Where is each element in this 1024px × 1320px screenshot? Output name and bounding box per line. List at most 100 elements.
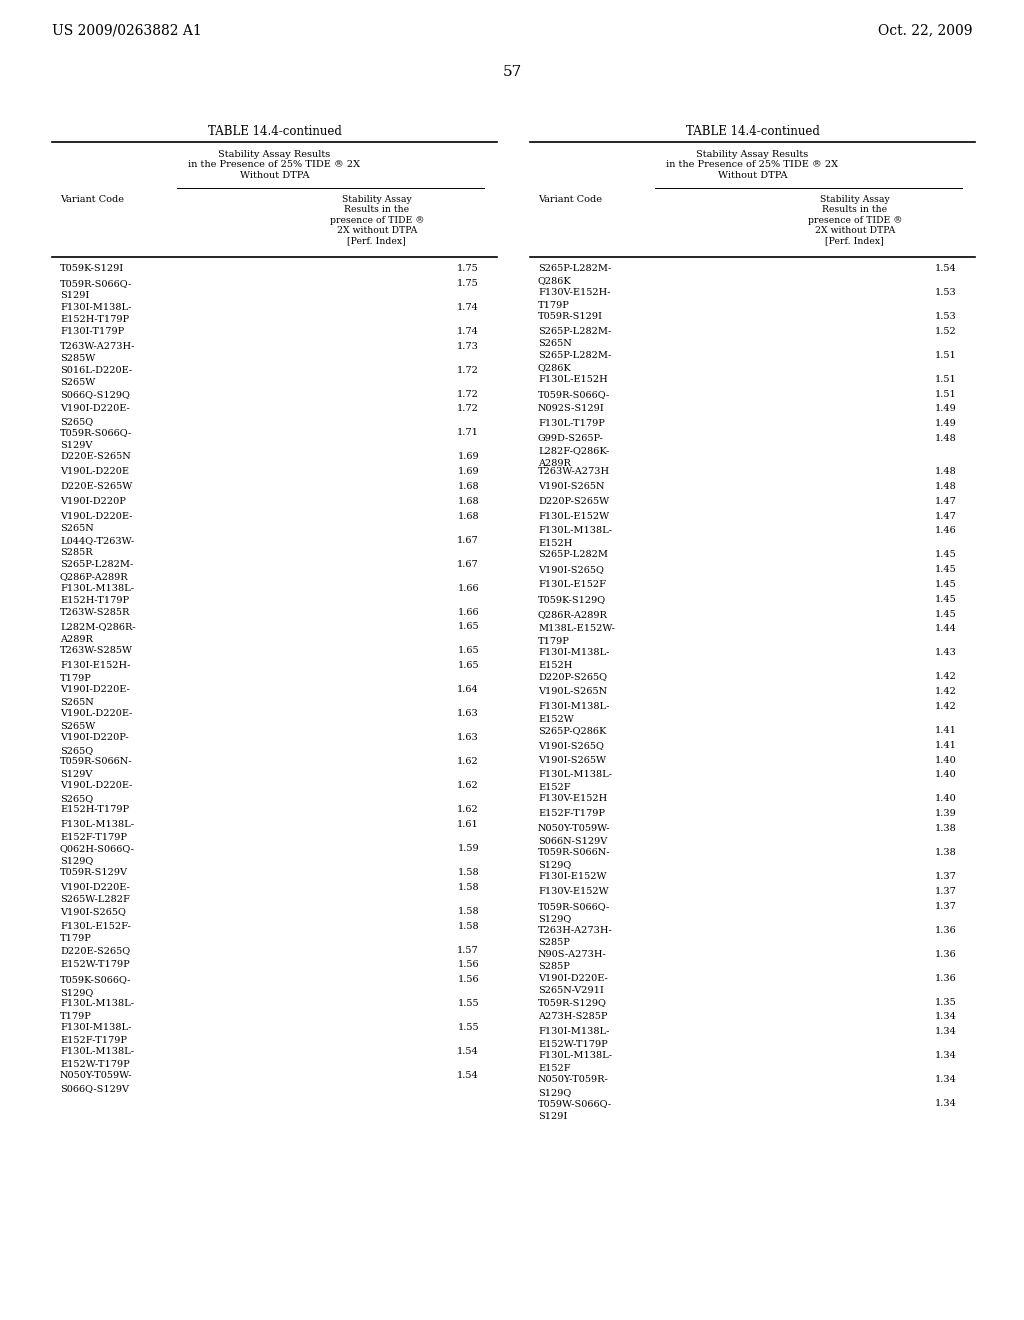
Text: 1.65: 1.65 — [458, 661, 479, 671]
Text: 1.46: 1.46 — [935, 527, 957, 536]
Text: T059K-S066Q-: T059K-S066Q- — [60, 975, 131, 985]
Text: T059R-S066Q-: T059R-S066Q- — [538, 389, 610, 399]
Text: V190I-D220E-: V190I-D220E- — [538, 974, 608, 982]
Text: T179P: T179P — [538, 638, 570, 645]
Text: 1.34: 1.34 — [935, 1076, 957, 1084]
Text: 1.44: 1.44 — [935, 624, 957, 634]
Text: E152F-T179P: E152F-T179P — [538, 809, 605, 818]
Text: F130L-M138L-: F130L-M138L- — [538, 771, 612, 779]
Text: T179P: T179P — [538, 301, 570, 310]
Text: 1.66: 1.66 — [458, 583, 479, 593]
Text: T263H-A273H-: T263H-A273H- — [538, 925, 612, 935]
Text: S129I: S129I — [538, 1111, 567, 1121]
Text: S285P: S285P — [538, 962, 570, 972]
Text: 1.53: 1.53 — [935, 288, 957, 297]
Text: L282M-Q286R-: L282M-Q286R- — [60, 623, 135, 631]
Text: V190I-D220E-: V190I-D220E- — [60, 685, 130, 694]
Text: F130L-M138L-: F130L-M138L- — [538, 527, 612, 536]
Text: 1.54: 1.54 — [935, 264, 957, 273]
Text: 1.41: 1.41 — [935, 726, 957, 735]
Text: E152H: E152H — [538, 539, 572, 548]
Text: S129Q: S129Q — [60, 987, 93, 997]
Text: 1.68: 1.68 — [458, 482, 479, 491]
Text: E152W-T179P: E152W-T179P — [60, 1060, 130, 1069]
Text: S285R: S285R — [60, 548, 92, 557]
Text: T179P: T179P — [60, 1012, 92, 1020]
Text: T179P: T179P — [60, 935, 92, 944]
Text: V190I-S265Q: V190I-S265Q — [538, 741, 604, 750]
Text: Variant Code: Variant Code — [60, 195, 124, 205]
Text: 1.42: 1.42 — [935, 672, 957, 681]
Text: A289R: A289R — [60, 635, 93, 644]
Text: F130V-E152W: F130V-E152W — [538, 887, 608, 896]
Text: 1.75: 1.75 — [458, 264, 479, 273]
Text: S265W-L282F: S265W-L282F — [60, 895, 130, 904]
Text: S066Q-S129V: S066Q-S129V — [60, 1084, 129, 1093]
Text: F130L-M138L-: F130L-M138L- — [60, 1047, 134, 1056]
Text: F130I-M138L-: F130I-M138L- — [538, 648, 609, 657]
Text: 1.54: 1.54 — [458, 1072, 479, 1080]
Text: S265P-L282M-: S265P-L282M- — [538, 327, 611, 335]
Text: 1.38: 1.38 — [935, 847, 957, 857]
Text: 1.55: 1.55 — [458, 999, 479, 1008]
Text: 1.73: 1.73 — [457, 342, 479, 351]
Text: 57: 57 — [503, 65, 521, 79]
Text: 1.40: 1.40 — [935, 755, 957, 764]
Text: V190L-S265N: V190L-S265N — [538, 688, 607, 696]
Text: 1.45: 1.45 — [935, 595, 957, 603]
Text: F130I-T179P: F130I-T179P — [60, 327, 124, 335]
Text: A273H-S285P: A273H-S285P — [538, 1012, 607, 1022]
Text: 1.55: 1.55 — [458, 1023, 479, 1032]
Text: T059R-S066Q-: T059R-S066Q- — [538, 902, 610, 911]
Text: Stability Assay Results
in the Presence of 25% TIDE ® 2X
Without DTPA: Stability Assay Results in the Presence … — [667, 150, 839, 180]
Text: F130L-M138L-: F130L-M138L- — [60, 999, 134, 1008]
Text: S129Q: S129Q — [538, 915, 571, 923]
Text: 1.68: 1.68 — [458, 496, 479, 506]
Text: 1.61: 1.61 — [458, 820, 479, 829]
Text: F130V-E152H: F130V-E152H — [538, 795, 607, 804]
Text: F130L-M138L-: F130L-M138L- — [60, 820, 134, 829]
Text: V190I-S265N: V190I-S265N — [538, 482, 604, 491]
Text: S129Q: S129Q — [60, 857, 93, 866]
Text: TABLE 14.4-continued: TABLE 14.4-continued — [685, 125, 819, 139]
Text: V190L-D220E: V190L-D220E — [60, 467, 129, 477]
Text: S265P-L282M-: S265P-L282M- — [538, 264, 611, 273]
Text: S265N-V291I: S265N-V291I — [538, 986, 604, 995]
Text: 1.42: 1.42 — [935, 702, 957, 711]
Text: N050Y-T059W-: N050Y-T059W- — [538, 824, 610, 833]
Text: 1.57: 1.57 — [458, 945, 479, 954]
Text: S129Q: S129Q — [538, 1088, 571, 1097]
Text: V190L-D220E-: V190L-D220E- — [60, 709, 132, 718]
Text: 1.64: 1.64 — [458, 685, 479, 694]
Text: S129V: S129V — [60, 770, 92, 779]
Text: 1.48: 1.48 — [935, 482, 957, 491]
Text: E152W-T179P: E152W-T179P — [60, 961, 130, 969]
Text: 1.74: 1.74 — [457, 327, 479, 335]
Text: 1.54: 1.54 — [458, 1047, 479, 1056]
Text: 1.65: 1.65 — [458, 623, 479, 631]
Text: D220E-S265N: D220E-S265N — [60, 453, 131, 462]
Text: F130I-M138L-: F130I-M138L- — [60, 1023, 131, 1032]
Text: D220E-S265W: D220E-S265W — [60, 482, 132, 491]
Text: 1.69: 1.69 — [458, 453, 479, 462]
Text: E152H-T179P: E152H-T179P — [60, 805, 129, 814]
Text: F130L-M138L-: F130L-M138L- — [538, 1051, 612, 1060]
Text: 1.52: 1.52 — [935, 327, 957, 335]
Text: F130L-M138L-: F130L-M138L- — [60, 583, 134, 593]
Text: Variant Code: Variant Code — [538, 195, 602, 205]
Text: S066Q-S129Q: S066Q-S129Q — [60, 389, 130, 399]
Text: V190I-D220E-: V190I-D220E- — [60, 883, 130, 892]
Text: S016L-D220E-: S016L-D220E- — [60, 366, 132, 375]
Text: Stability Assay Results
in the Presence of 25% TIDE ® 2X
Without DTPA: Stability Assay Results in the Presence … — [188, 150, 360, 180]
Text: T059R-S129V: T059R-S129V — [60, 869, 128, 876]
Text: F130V-E152H-: F130V-E152H- — [538, 288, 610, 297]
Text: E152W-T179P: E152W-T179P — [538, 1040, 608, 1049]
Text: M138L-E152W-: M138L-E152W- — [538, 624, 614, 634]
Text: 1.72: 1.72 — [457, 366, 479, 375]
Text: V190I-S265W: V190I-S265W — [538, 755, 606, 764]
Text: S265W: S265W — [60, 722, 95, 731]
Text: Stability Assay
Results in the
presence of TIDE ®
2X without DTPA
[Perf. Index]: Stability Assay Results in the presence … — [330, 195, 424, 246]
Text: 1.62: 1.62 — [458, 758, 479, 766]
Text: F130I-M138L-: F130I-M138L- — [60, 302, 131, 312]
Text: E152H-T179P: E152H-T179P — [60, 597, 129, 605]
